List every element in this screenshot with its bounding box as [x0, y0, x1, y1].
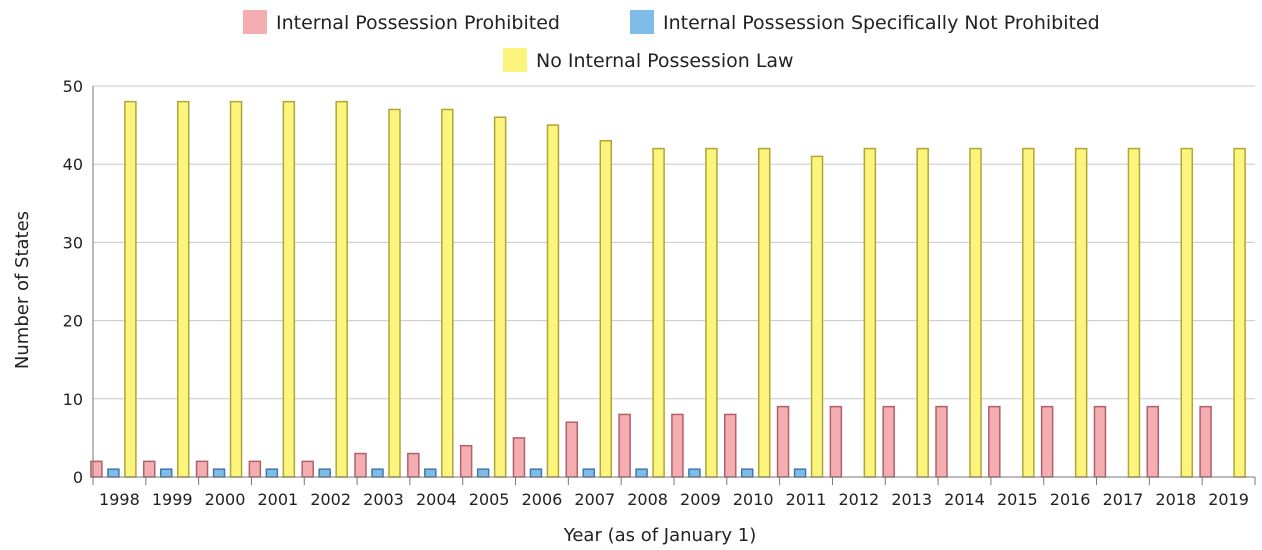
bar-prohibited	[248, 460, 262, 478]
y-tick-labels: 0 10 20 30 40 50	[63, 77, 83, 487]
bar-not-prohibited	[265, 468, 279, 478]
x-tick-label: 2004	[416, 490, 457, 509]
bar-no-law	[916, 147, 929, 478]
x-tick-label: 2008	[627, 490, 668, 509]
x-tick-labels: 1998 1999 2000 2001 2002 2003 2004 2005 2006 2007…	[99, 490, 1249, 509]
bar-prohibited	[459, 444, 473, 478]
legend-swatch	[243, 10, 267, 34]
bar-no-law	[1127, 147, 1141, 478]
x-tick-label: 2010	[733, 490, 774, 509]
bar-not-prohibited	[424, 468, 437, 478]
bar-not-prohibited	[159, 468, 173, 478]
x-tick-label: 2006	[522, 490, 563, 509]
bar-no-law	[388, 108, 401, 478]
bar-no-law	[335, 100, 348, 478]
bar-not-prohibited	[476, 468, 490, 478]
bar-no-law	[863, 147, 877, 478]
legend-swatch	[503, 48, 527, 72]
bar-no-law	[1233, 147, 1246, 478]
legend-label: Internal Possession Specifically Not Pro…	[663, 12, 1100, 34]
bar-not-prohibited	[740, 468, 754, 478]
bars	[90, 100, 1246, 478]
bar-prohibited	[882, 405, 895, 478]
x-tick-label: 2019	[1208, 490, 1249, 509]
bar-no-law	[757, 147, 771, 478]
bar-no-law	[229, 100, 243, 478]
bar-no-law	[493, 116, 507, 478]
y-tick-label: 30	[63, 233, 83, 252]
y-tick-label: 10	[63, 390, 83, 409]
x-tick-label: 2012	[839, 490, 880, 509]
y-tick-label: 0	[73, 468, 83, 487]
x-tick-label: 1998	[99, 490, 140, 509]
bar-prohibited	[1199, 405, 1212, 478]
x-tick-label: 2007	[574, 490, 615, 509]
bar-prohibited	[935, 405, 948, 478]
bar-no-law	[441, 108, 454, 478]
x-tick-label: 2017	[1103, 490, 1144, 509]
bar-no-law	[124, 100, 137, 478]
x-tick-label: 2000	[205, 490, 246, 509]
bar-prohibited	[142, 460, 156, 478]
x-tick-label: 2016	[1050, 490, 1091, 509]
bar-not-prohibited	[793, 468, 807, 478]
x-tick-label: 2001	[258, 490, 299, 509]
bar-no-law	[705, 147, 718, 478]
bar-prohibited	[354, 452, 367, 478]
x-axis-label: Year (as of January 1)	[563, 525, 757, 546]
legend-label: No Internal Possession Law	[536, 50, 794, 72]
x-tick-label: 2002	[310, 490, 351, 509]
bar-prohibited	[512, 437, 526, 478]
bar-no-law	[599, 139, 613, 478]
x-tick-label: 2015	[997, 490, 1038, 509]
bar-no-law	[1074, 147, 1088, 478]
bar-prohibited	[618, 413, 631, 478]
bar-prohibited	[776, 405, 790, 478]
legend: Internal Possession Prohibited Internal P…	[243, 10, 1100, 72]
x-tick-label: 2005	[469, 490, 510, 509]
bar-prohibited	[565, 421, 579, 478]
bar-prohibited	[988, 405, 1001, 478]
bar-not-prohibited	[371, 468, 384, 478]
bar-prohibited	[301, 460, 314, 478]
y-axis-label: Number of States	[12, 211, 33, 369]
legend-swatch	[630, 10, 654, 34]
bar-no-law	[176, 100, 190, 478]
bar-no-law	[810, 155, 824, 478]
x-tick-label: 1999	[152, 490, 193, 509]
bar-prohibited	[829, 405, 843, 478]
bar-not-prohibited	[635, 468, 648, 478]
y-tick-label: 50	[63, 77, 83, 96]
x-tick-label: 2013	[891, 490, 932, 509]
bar-prohibited	[723, 413, 737, 478]
bar-prohibited	[671, 413, 684, 478]
bar-prohibited	[195, 460, 209, 478]
bar-not-prohibited	[688, 468, 701, 478]
x-tick-label: 2011	[786, 490, 827, 509]
bar-prohibited	[1040, 405, 1054, 478]
x-tick-label: 2018	[1155, 490, 1196, 509]
bar-no-law	[1180, 147, 1194, 478]
bar-not-prohibited	[107, 468, 120, 478]
bar-no-law	[969, 147, 982, 478]
bar-not-prohibited	[582, 468, 596, 478]
x-tick-label: 2009	[680, 490, 721, 509]
bar-not-prohibited	[318, 468, 331, 478]
bar-not-prohibited	[212, 468, 226, 478]
bar-no-law	[652, 147, 665, 478]
bar-prohibited	[1146, 405, 1160, 478]
bar-prohibited	[407, 452, 420, 478]
bar-no-law	[1022, 147, 1035, 478]
x-tick-label: 2014	[944, 490, 985, 509]
legend-label: Internal Possession Prohibited	[276, 12, 560, 34]
bar-not-prohibited	[529, 468, 543, 478]
y-tick-label: 20	[63, 312, 83, 331]
y-tick-label: 40	[63, 155, 83, 174]
axes	[92, 86, 1256, 485]
bar-no-law	[546, 124, 560, 478]
bar-prohibited	[1093, 405, 1107, 478]
x-tick-label: 2003	[363, 490, 404, 509]
bar-no-law	[282, 100, 296, 478]
